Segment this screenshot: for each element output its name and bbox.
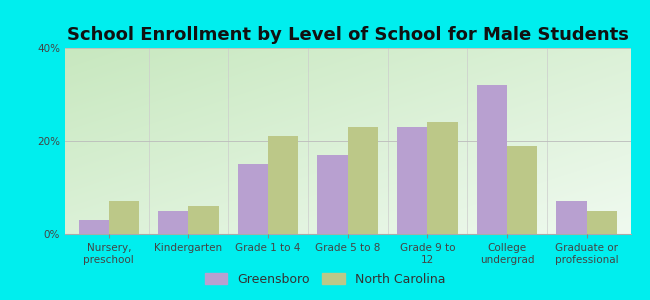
Bar (238, 164, 268, 234)
Bar (79, 220, 109, 234)
Bar (507, 146, 538, 234)
Bar (158, 211, 188, 234)
Bar (109, 202, 139, 234)
Bar (188, 206, 218, 234)
Bar (268, 136, 298, 234)
Bar (556, 202, 587, 234)
Bar (428, 122, 458, 234)
Title: School Enrollment by Level of School for Male Students: School Enrollment by Level of School for… (67, 26, 629, 44)
Legend: Greensboro, North Carolina: Greensboro, North Carolina (200, 268, 450, 291)
Bar (348, 127, 378, 234)
Bar (397, 127, 428, 234)
Bar (317, 155, 348, 234)
Bar (587, 211, 617, 234)
Bar (477, 85, 507, 234)
